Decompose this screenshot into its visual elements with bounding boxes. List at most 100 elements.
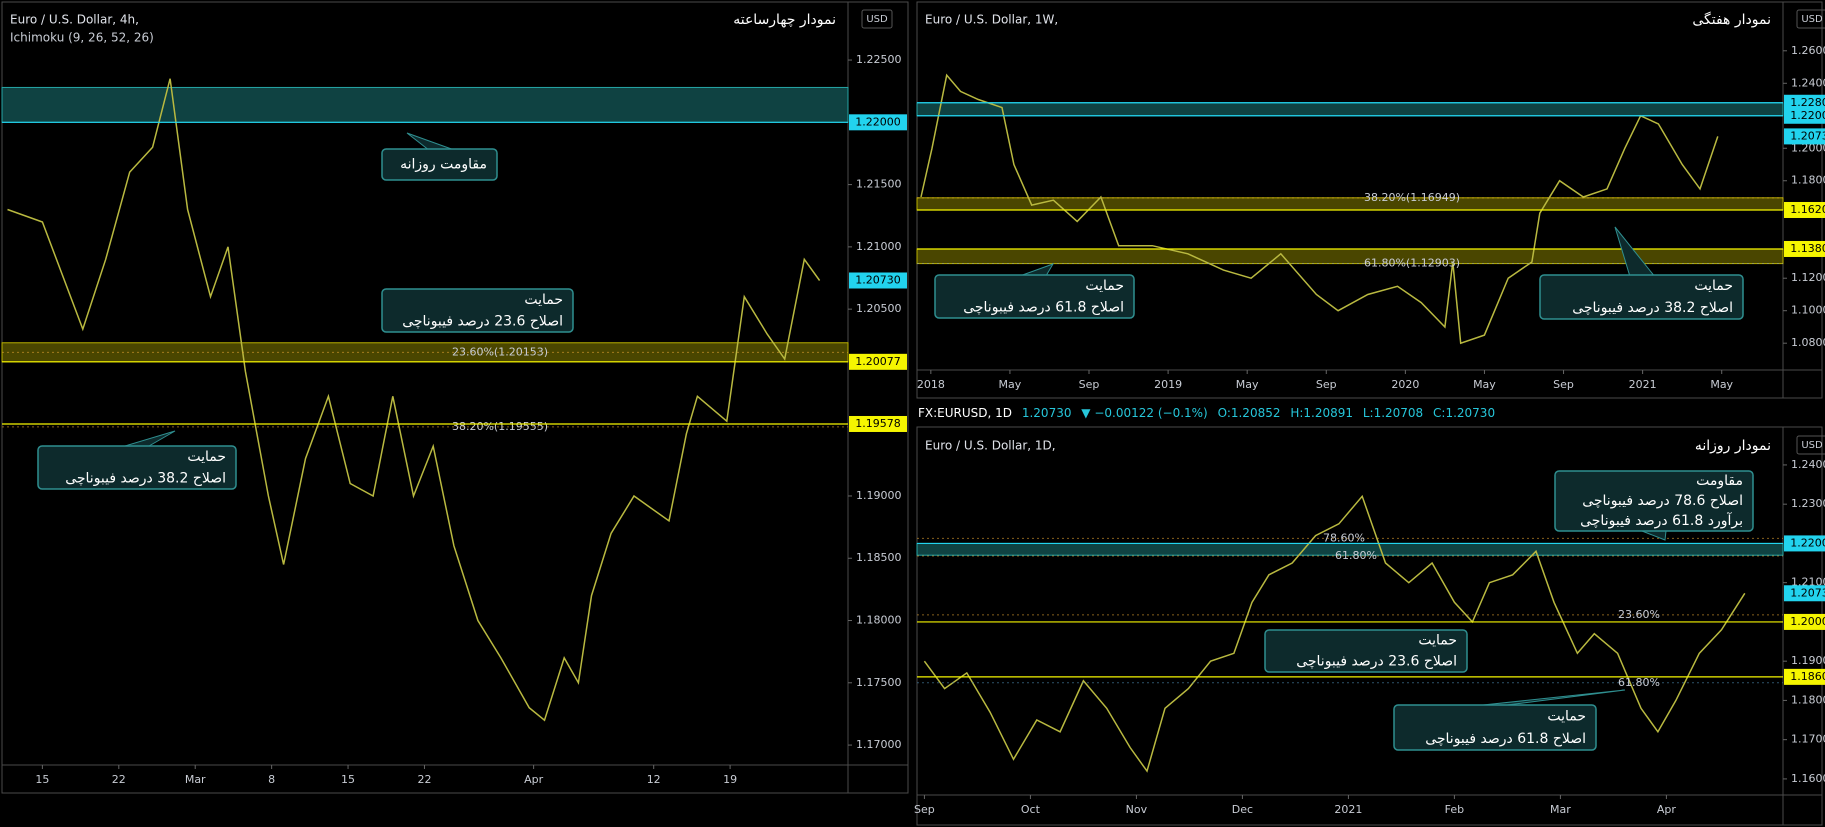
price-badge-label: 1.20730 [1790, 129, 1825, 142]
callout-text: حمایت [187, 449, 226, 465]
y-tick-label: 1.20000 [1791, 141, 1825, 154]
x-tick-label: Sep [1079, 378, 1100, 391]
x-tick-label: 8 [268, 773, 275, 786]
price-badge [1784, 613, 1825, 630]
y-tick-label: 1.16000 [1791, 772, 1825, 785]
currency-label: USD [1801, 14, 1823, 25]
y-tick-label: 1.08000 [1791, 336, 1825, 349]
fib-label: 78.60% [1323, 531, 1365, 544]
price-badge-label: 1.20730 [855, 274, 901, 287]
x-tick-label: 2020 [1391, 378, 1419, 391]
x-tick-label: Mar [1550, 803, 1571, 816]
y-tick-label: 1.20500 [856, 302, 902, 315]
callout-pointer [124, 430, 176, 447]
x-tick-label: 19 [723, 773, 737, 786]
x-tick-label: 15 [35, 773, 49, 786]
currency-label: USD [866, 14, 888, 25]
price-badge [849, 272, 907, 289]
x-tick-label: May [1473, 378, 1496, 391]
callout-text: اصلاح 38.2 درصد فیبوناچی [1572, 300, 1733, 316]
fib-label: 61.80%(1.12903) [1364, 257, 1460, 270]
last-price: 1.20730 [1022, 406, 1072, 420]
x-tick-label: 2019 [1154, 378, 1182, 391]
x-tick-label: Apr [1657, 803, 1677, 816]
fib-label: 61.80% [1618, 676, 1660, 689]
y-tick-label: 1.24000 [1791, 76, 1825, 89]
callout-text: حمایت [1547, 708, 1586, 724]
panel-frame [1, 1, 909, 794]
callout-box [1264, 629, 1468, 673]
price-badge-label: 1.20077 [855, 355, 901, 368]
chart-heading: نمودار چهارساعته [733, 12, 836, 28]
close: C:1.20730 [1433, 406, 1495, 420]
callout-pointer [406, 132, 452, 150]
y-tick-label: 1.18000 [856, 614, 902, 627]
price-badge-label: 1.22000 [1790, 536, 1825, 549]
x-tick-label: Feb [1445, 803, 1464, 816]
panel-frame [916, 1, 1823, 399]
x-tick-label: Apr [524, 773, 544, 786]
price-change: ▼ −0.00122 (−0.1%) [1081, 406, 1207, 420]
indicator-label: Ichimoku (9, 26, 52, 26) [10, 31, 154, 45]
fib-label: 23.60%(1.20153) [452, 345, 548, 358]
y-tick-label: 1.17500 [856, 676, 902, 689]
callout-box [1539, 274, 1744, 320]
price-badge [849, 353, 907, 370]
currency-box [1796, 435, 1825, 455]
x-tick-label: 2021 [1629, 378, 1657, 391]
price-badge-label: 1.18600 [1790, 670, 1825, 683]
y-tick-label: 1.18500 [856, 551, 902, 564]
symbol: FX:EURUSD, 1D [918, 406, 1012, 420]
chart-heading: نمودار هفتگی [1692, 11, 1771, 28]
callout-pointer [1614, 226, 1654, 276]
callout-text: حمایت [524, 292, 563, 308]
price-badge-label: 1.22800 [1790, 96, 1825, 109]
low: L:1.20708 [1363, 406, 1423, 420]
x-tick-label: Dec [1232, 803, 1253, 816]
x-tick-label: 15 [341, 773, 355, 786]
callout-text: اصلاح 23.6 درصد فیبوناچی [1296, 654, 1457, 670]
callout-text: حمایت [1418, 633, 1457, 649]
callout-box [381, 288, 574, 333]
fib-label: 23.60% [1618, 608, 1660, 621]
price-line [923, 494, 1746, 773]
fib-label: 38.20%(1.19555) [452, 420, 548, 433]
currency-label: USD [1801, 440, 1823, 451]
x-tick-label: 12 [647, 773, 661, 786]
callout-text: اصلاح 23.6 درصد فیبوناچی [402, 313, 563, 329]
price-badge [1784, 240, 1825, 257]
high: H:1.20891 [1290, 406, 1353, 420]
callout-text: مقاومت روزانه [400, 157, 487, 173]
symbol-info: FX:EURUSD, 1D 1.20730 ▼ −0.00122 (−0.1%)… [918, 406, 1495, 420]
callout-text: اصلاح 61.8 درصد فیبوناچی [1425, 731, 1586, 747]
callout-box [934, 274, 1135, 319]
x-tick-label: May [1710, 378, 1733, 391]
y-tick-label: 1.21000 [856, 240, 902, 253]
x-tick-label: Oct [1021, 803, 1041, 816]
price-line [920, 73, 1719, 345]
y-tick-label: 1.17000 [1791, 733, 1825, 746]
callout-box [1393, 704, 1597, 751]
fib-label: 61.80% [1335, 549, 1377, 562]
x-tick-label: 2018 [917, 378, 945, 391]
callout-pointer [1022, 263, 1055, 276]
y-tick-label: 1.21500 [856, 178, 902, 191]
y-tick-label: 1.26000 [1791, 44, 1825, 57]
currency-box [1796, 9, 1825, 29]
callout-pointer [1482, 689, 1626, 706]
price-badge [1784, 201, 1825, 218]
callout-text: اصلاح 38.2 درصد فیبوناچی [65, 470, 226, 486]
zone [1, 86, 849, 123]
price-badge [1784, 128, 1825, 145]
y-tick-label: 1.12000 [1791, 271, 1825, 284]
price-badge [1784, 94, 1825, 111]
price-badge-label: 1.22000 [1790, 109, 1825, 122]
zone [916, 102, 1784, 117]
x-tick-label: May [1236, 378, 1259, 391]
price-badge-label: 1.16200 [1790, 203, 1825, 216]
y-tick-label: 1.18000 [1791, 174, 1825, 187]
price-badge-label: 1.13800 [1790, 242, 1825, 255]
x-tick-label: 22 [112, 773, 126, 786]
price-badge [1784, 107, 1825, 124]
